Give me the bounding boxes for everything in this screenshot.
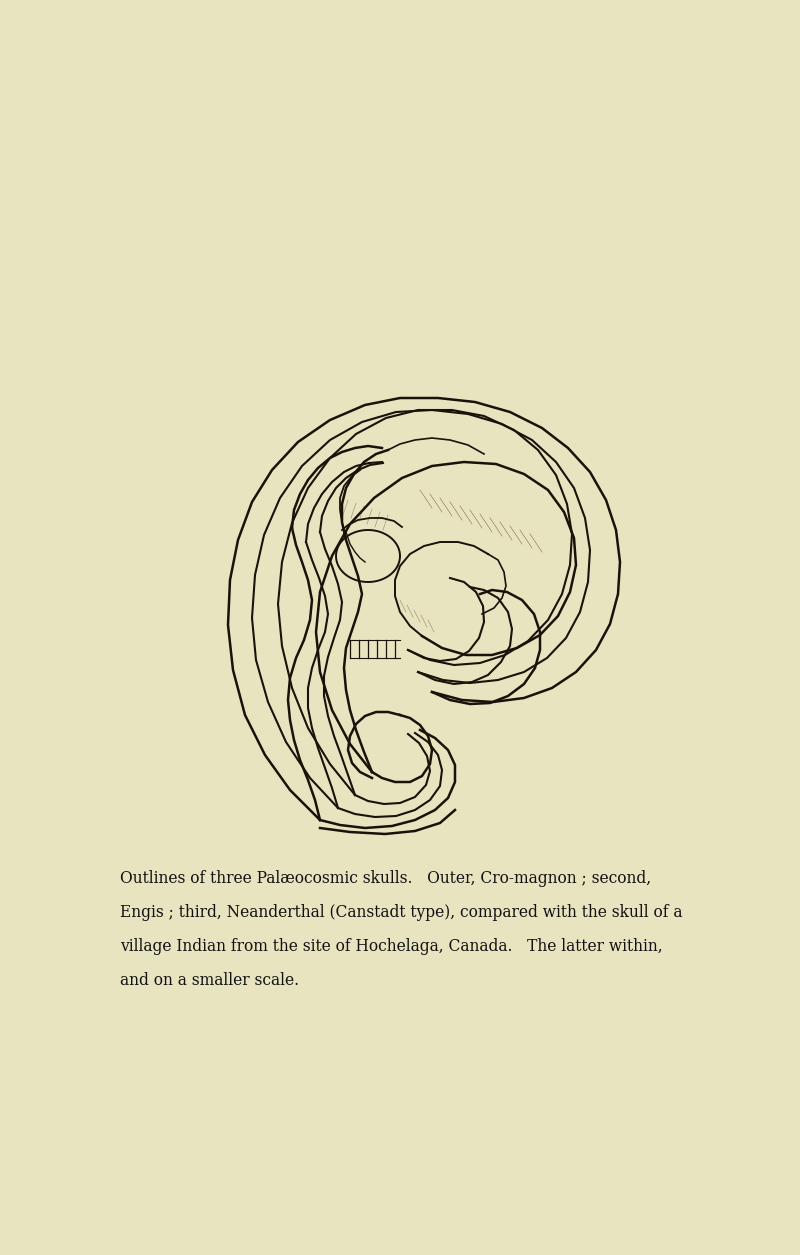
- Text: Outlines of three Palæocosmic skulls.   Outer, Cro-magnon ; second,: Outlines of three Palæocosmic skulls. Ou…: [120, 870, 651, 887]
- Text: and on a smaller scale.: and on a smaller scale.: [120, 973, 299, 989]
- Text: village Indian from the site of Hochelaga, Canada.   The latter within,: village Indian from the site of Hochelag…: [120, 937, 662, 955]
- Text: Engis ; third, Neanderthal (Canstadt type), compared with the skull of a: Engis ; third, Neanderthal (Canstadt typ…: [120, 904, 682, 921]
